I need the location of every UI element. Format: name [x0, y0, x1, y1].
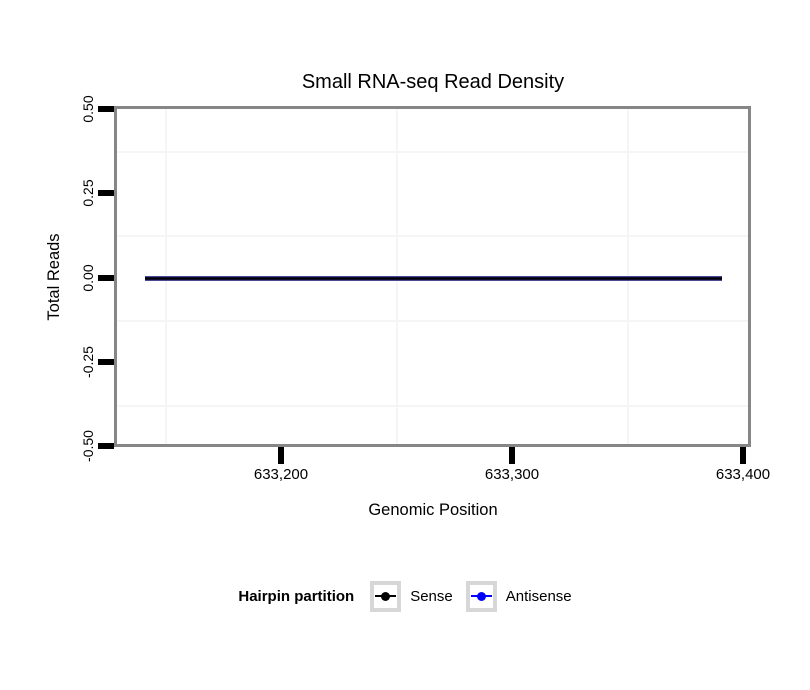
y-tick-label: -0.50: [80, 430, 96, 462]
legend: Hairpin partition Sense Antisense: [0, 579, 810, 613]
sense-point-swatch: [381, 591, 391, 601]
x-tick-label: 633,200: [253, 466, 309, 483]
x-tick-mark: [509, 447, 515, 464]
x-axis-title: Genomic Position: [368, 501, 498, 519]
y-tick-mark: [98, 106, 114, 112]
x-tick-mark: [278, 447, 284, 464]
legend-key-antisense: [465, 580, 497, 612]
y-tick-mark: [98, 443, 114, 449]
y-tick-label: 0.25: [80, 179, 96, 207]
read-density-line-sense-antisense: [145, 276, 722, 281]
minor-gridline-horizontal: [117, 405, 748, 407]
minor-gridline-horizontal: [117, 320, 748, 322]
x-tick-mark: [740, 447, 746, 464]
legend-label-sense: Sense: [410, 587, 453, 605]
y-axis-title: Total Reads: [45, 233, 63, 321]
chart-title: Small RNA-seq Read Density: [301, 71, 565, 93]
minor-gridline-horizontal: [117, 235, 748, 237]
legend-title: Hairpin partition: [238, 587, 355, 605]
antisense-point-swatch: [476, 591, 486, 601]
plot-panel: [114, 106, 751, 447]
y-tick-mark: [98, 359, 114, 365]
minor-gridline-horizontal: [117, 151, 748, 153]
y-tick-label: 0.00: [80, 264, 96, 292]
legend-key-sense: [370, 580, 402, 612]
y-tick-mark: [98, 275, 114, 281]
x-tick-label: 633,400: [715, 466, 771, 483]
x-tick-label: 633,300: [484, 466, 540, 483]
y-tick-mark: [98, 190, 114, 196]
y-tick-label: 0.50: [80, 95, 96, 123]
y-tick-label: -0.25: [80, 346, 96, 378]
legend-label-antisense: Antisense: [505, 587, 572, 605]
